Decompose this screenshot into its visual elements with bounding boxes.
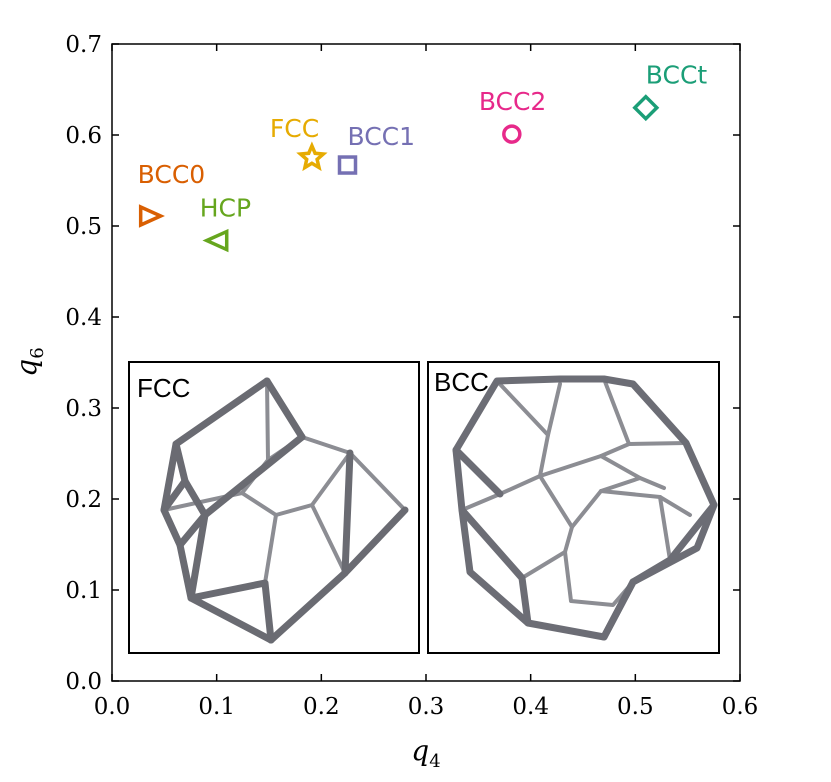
axis-ticks xyxy=(111,43,741,682)
point-label-hcp: HCP xyxy=(200,194,251,223)
y-tick-label: 0.0 xyxy=(65,669,102,695)
y-axis-label: q6 xyxy=(10,347,48,376)
x-tick-label: 0.6 xyxy=(722,694,759,720)
marker-fcc xyxy=(296,141,328,172)
bcc-polyhedron-illustration xyxy=(452,375,718,641)
marker-bcc0 xyxy=(138,204,165,228)
inset-bcc: BCC xyxy=(427,361,720,654)
x-tick-label: 0.3 xyxy=(408,694,445,720)
y-tick-label: 0.3 xyxy=(65,396,102,422)
y-tick-label: 0.4 xyxy=(65,305,102,331)
point-label-bcc0: BCC0 xyxy=(138,160,206,189)
point-bcc1: BCC1 xyxy=(337,122,416,175)
point-hcp: HCP xyxy=(200,194,251,253)
inset-bcc-title: BCC xyxy=(434,367,489,397)
x-axis-label: q4 xyxy=(411,734,440,772)
y-tick-label: 0.2 xyxy=(65,487,102,513)
marker-bcc1 xyxy=(337,155,358,175)
point-label-bcc1: BCC1 xyxy=(348,122,416,151)
data-points: BCC0 HCP FCC BCC1 BCC2 BCCt xyxy=(138,61,708,253)
point-label-bcct: BCCt xyxy=(646,61,708,90)
tick-labels: 0.0 0.1 0.2 0.3 0.4 0.5 0.6 0.0 0.1 0.2 0.3 0.4 0.5 0… xyxy=(65,32,758,720)
point-label-fcc: FCC xyxy=(270,114,319,143)
marker-bcct xyxy=(632,94,660,122)
inset-fcc-title: FCC xyxy=(137,373,190,403)
point-bcc2: BCC2 xyxy=(479,87,547,144)
point-bcct: BCCt xyxy=(632,61,708,122)
x-tick-label: 0.4 xyxy=(512,694,549,720)
point-label-bcc2: BCC2 xyxy=(479,87,547,116)
y-tick-label: 0.1 xyxy=(65,578,102,604)
x-tick-label: 0.1 xyxy=(198,694,235,720)
point-bcc0: BCC0 xyxy=(138,160,206,228)
inset-fcc: FCC xyxy=(128,361,420,654)
y-tick-label: 0.5 xyxy=(65,214,102,240)
point-fcc: FCC xyxy=(270,114,328,172)
y-tick-label: 0.6 xyxy=(65,123,102,149)
y-tick-label: 0.7 xyxy=(65,32,102,58)
x-tick-label: 0.2 xyxy=(303,694,340,720)
x-tick-label: 0.5 xyxy=(617,694,654,720)
marker-hcp xyxy=(202,228,229,253)
marker-bcc2 xyxy=(502,124,522,144)
fcc-polyhedron-illustration xyxy=(160,377,409,644)
x-tick-label: 0.0 xyxy=(94,694,131,720)
